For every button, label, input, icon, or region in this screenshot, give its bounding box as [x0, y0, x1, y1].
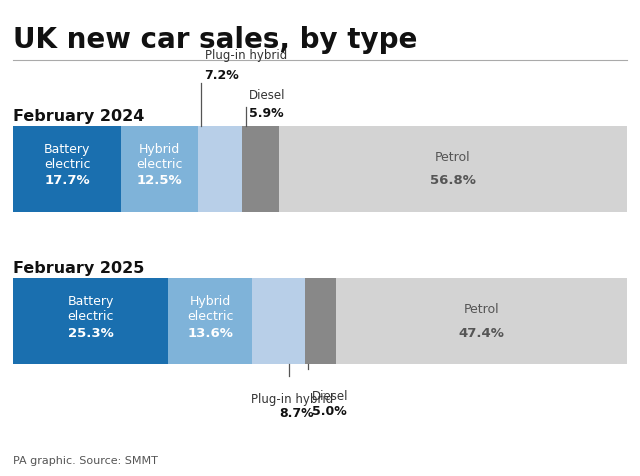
Text: Hybrid
electric: Hybrid electric	[187, 296, 233, 323]
Text: Plug-in hybrid: Plug-in hybrid	[205, 49, 287, 62]
Text: 13.6%: 13.6%	[187, 327, 233, 340]
FancyBboxPatch shape	[198, 126, 243, 212]
FancyBboxPatch shape	[168, 278, 252, 364]
FancyBboxPatch shape	[305, 278, 336, 364]
Text: 5.9%: 5.9%	[249, 107, 284, 120]
Text: 17.7%: 17.7%	[44, 174, 90, 188]
Text: Battery
electric: Battery electric	[44, 143, 90, 171]
FancyBboxPatch shape	[336, 278, 627, 364]
Text: PA graphic. Source: SMMT: PA graphic. Source: SMMT	[13, 456, 157, 466]
FancyBboxPatch shape	[278, 126, 627, 212]
FancyBboxPatch shape	[13, 278, 168, 364]
FancyBboxPatch shape	[252, 278, 305, 364]
Text: Hybrid
electric: Hybrid electric	[136, 143, 183, 171]
Text: Petrol: Petrol	[435, 150, 470, 164]
Text: Plug-in hybrid: Plug-in hybrid	[251, 393, 333, 406]
Text: February 2025: February 2025	[13, 261, 144, 276]
Text: 12.5%: 12.5%	[137, 174, 182, 188]
Text: Battery
electric: Battery electric	[67, 296, 114, 323]
Text: UK new car sales, by type: UK new car sales, by type	[13, 26, 417, 54]
FancyBboxPatch shape	[122, 126, 198, 212]
FancyBboxPatch shape	[13, 126, 122, 212]
Text: 56.8%: 56.8%	[430, 174, 476, 188]
Text: 25.3%: 25.3%	[68, 327, 113, 340]
Text: Diesel: Diesel	[249, 89, 285, 102]
Text: 8.7%: 8.7%	[280, 407, 314, 420]
Text: February 2024: February 2024	[13, 109, 144, 124]
Text: 47.4%: 47.4%	[459, 327, 504, 340]
Text: 5.0%: 5.0%	[312, 405, 346, 417]
Text: Petrol: Petrol	[464, 303, 499, 316]
Text: Diesel: Diesel	[312, 390, 348, 403]
FancyBboxPatch shape	[243, 126, 278, 212]
Text: 7.2%: 7.2%	[205, 69, 239, 82]
